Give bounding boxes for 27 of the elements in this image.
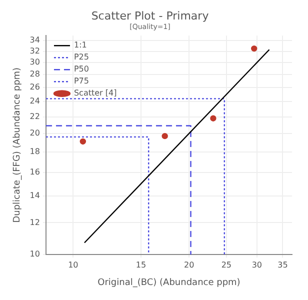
legend-label: P50 [74,64,89,74]
y-tick-label: 28 [30,70,40,79]
chart-title: Scatter Plot - Primary [91,9,210,22]
y-tick-label: 32 [30,46,40,56]
x-tick-label: 30 [252,260,262,270]
x-tick-label: 35 [278,260,288,270]
y-tick-label: 30 [30,58,40,67]
y-tick-label: 12 [30,218,40,227]
y-tick-label: 22 [30,112,40,121]
y-tick-label: 20 [30,128,40,138]
y-tick-label: 34 [30,36,40,45]
x-tick-label: 10 [68,260,78,270]
x-tick-label: 25 [221,260,232,270]
x-axis-title: Original_(BC) (Abundance ppm) [98,278,240,288]
y-tick-label: 16 [30,168,40,177]
y-tick-label: 18 [30,146,40,156]
x-tick-label: 15 [136,260,146,270]
y-tick-label: 26 [30,82,40,92]
legend-label: P75 [74,76,89,86]
y-tick-label: 24 [30,96,40,106]
legend-label: Scatter [4] [74,88,117,98]
y-tick-label: 10 [30,250,40,259]
legend-label: P25 [74,52,89,62]
y-axis-title: Duplicate_(FFG) (Abundance ppm) [12,67,23,223]
x-tick-label: 20 [184,260,194,270]
legend-label: 1:1 [74,40,87,50]
y-tick-label: 14 [30,190,40,200]
